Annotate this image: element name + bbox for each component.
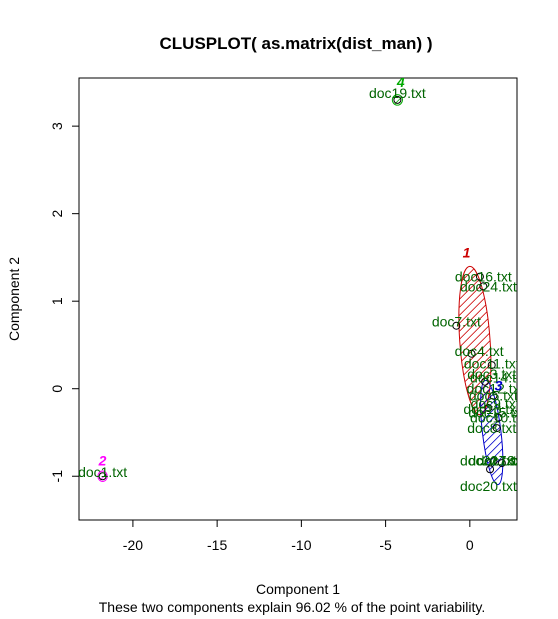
data-point [393, 95, 402, 104]
data-point [479, 282, 488, 291]
hatch-line [476, 379, 508, 486]
x-axis-title: Component 1 [256, 581, 340, 597]
point-label: doc11.txt [464, 355, 520, 371]
point-label: doc3.txt [467, 366, 516, 382]
hatch-line [454, 265, 496, 416]
hatch-line [454, 265, 492, 416]
x-tick-label: -10 [291, 537, 311, 553]
y-axis-title: Component 2 [6, 257, 22, 341]
data-point [489, 457, 498, 466]
point-label: doc13.txt [463, 401, 520, 417]
point-label: doc1.txt [78, 464, 127, 480]
hatch-line [454, 265, 484, 416]
data-point [487, 361, 496, 370]
x-tick-label: -20 [123, 537, 143, 553]
cluster-label: 3 [495, 377, 503, 393]
cluster-labels: 1 2 3 4 [98, 74, 503, 469]
cluster-label: 2 [98, 453, 107, 469]
point-label: doc20.txt [460, 478, 517, 494]
hatch-line [454, 265, 496, 416]
y-tick-label: 0 [49, 385, 65, 393]
point-label: doc22.txt [460, 452, 517, 468]
point-label: doc24.txt [460, 278, 517, 294]
data-point [486, 465, 495, 474]
data-point [475, 272, 484, 281]
hatch-line [454, 265, 496, 416]
hatch-line [454, 265, 496, 416]
data-point [467, 349, 476, 358]
data-point [452, 321, 461, 330]
hatch-line [476, 379, 508, 486]
hatch-line [454, 265, 496, 416]
point-label: doc7.txt [432, 313, 481, 329]
data-point [489, 391, 498, 400]
point-label: doc12.txt [467, 381, 524, 397]
hatch-line [97, 470, 108, 482]
point-label: doc14.txt [470, 369, 527, 385]
cluster-ellipse [480, 379, 504, 486]
data-point [494, 413, 503, 422]
chart-title: CLUSPLOT( as.matrix(dist_man) ) [160, 34, 433, 53]
cluster-ellipse [97, 470, 108, 482]
x-tick-label: -15 [207, 537, 227, 553]
cluster-ellipse [391, 94, 403, 106]
plot-frame [78, 77, 518, 521]
hatch-line [454, 265, 496, 416]
cluster-ellipse [458, 265, 492, 416]
cluster-label: 1 [463, 244, 471, 260]
data-point [492, 424, 501, 433]
data-point [98, 472, 107, 481]
hatch-line [392, 94, 403, 106]
hatch-line [454, 265, 496, 416]
y-tick-label: -1 [49, 470, 65, 483]
hatch-line [454, 265, 476, 416]
data-points [98, 95, 506, 481]
point-label: doc9.txt [471, 396, 520, 412]
hatch-line [454, 265, 496, 416]
point-label: doc19.txt [369, 85, 426, 101]
data-point [497, 459, 506, 468]
point-label: doc5.txt [469, 388, 518, 404]
subtitle: These two components explain 96.02 % of … [99, 599, 486, 615]
y-tick-label: 2 [49, 210, 65, 218]
point-label: doc15.txt [468, 404, 525, 420]
x-tick-label: 0 [466, 537, 474, 553]
cluster-hatch [97, 470, 108, 482]
hatch-line [454, 265, 496, 416]
data-point [484, 403, 493, 412]
hatch-line [454, 265, 496, 416]
point-label: doc4.txt [455, 343, 504, 359]
cluster-hatch [392, 94, 403, 106]
y-tick-label: 1 [49, 297, 65, 305]
point-label: doc10.txt [470, 410, 527, 426]
cluster-label: 4 [396, 74, 405, 90]
point-label: doc8.txt [467, 420, 516, 436]
y-tick-label: 3 [49, 122, 65, 130]
data-point [480, 377, 489, 386]
point-label: doc17.txt [468, 452, 525, 468]
x-tick-label: -5 [379, 537, 392, 553]
point-label: doc18.txt [477, 452, 534, 468]
hatch-line [454, 265, 496, 416]
point-label: doc16.txt [455, 269, 512, 285]
